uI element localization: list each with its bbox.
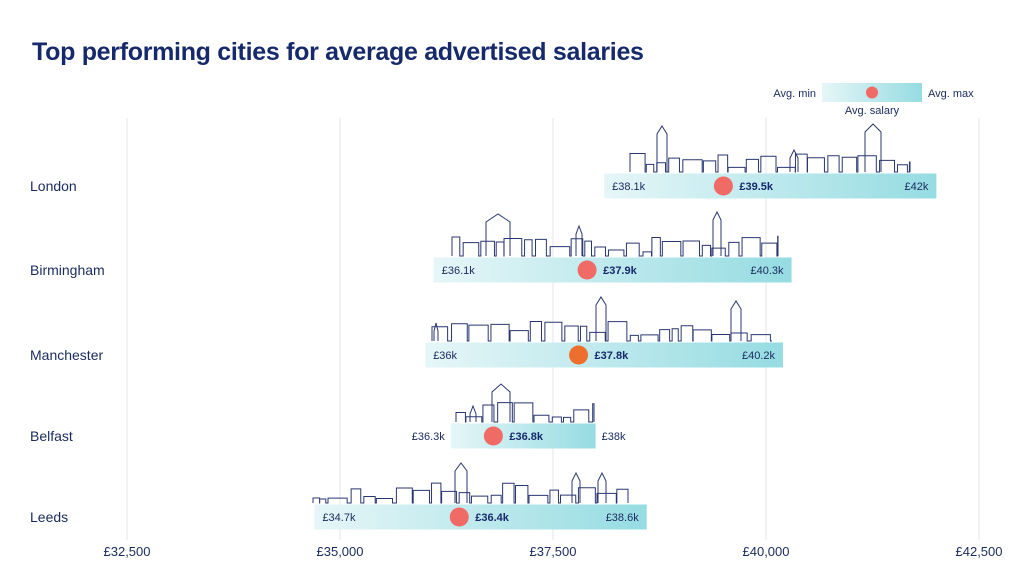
avg-salary-marker	[483, 426, 503, 446]
max-value-label: £40.3k	[751, 265, 785, 277]
x-tick-label: £40,000	[743, 544, 790, 559]
city-label: Manchester	[30, 347, 103, 363]
skyline-landmark	[469, 404, 477, 422]
range-bar	[433, 257, 792, 283]
range-bars: London £38.1k £42k £39.5k Birmingham £36.1k £4…	[30, 173, 937, 530]
min-value-label: £36k	[433, 350, 457, 362]
legend: Avg. min Avg. max Avg. salary	[773, 83, 974, 117]
legend-marker	[866, 86, 878, 99]
skyline-landmark	[656, 125, 668, 172]
skyline-landmark	[454, 462, 468, 503]
legend-avg-label: Avg. salary	[845, 105, 900, 117]
skyline-outline	[431, 321, 772, 342]
skyline-landmark	[491, 383, 511, 422]
skyline-landmark	[864, 123, 882, 172]
legend-max-label: Avg. max	[928, 88, 974, 100]
avg-value-label: £39.5k	[739, 181, 774, 193]
max-value-label: £38.6k	[606, 512, 640, 524]
x-axis-ticks: £32,500 £35,000 £37,500 £40,000 £42,500	[104, 544, 1003, 559]
skyline-landmark	[571, 471, 581, 503]
chart-title: Top performing cities for average advert…	[32, 38, 644, 66]
range-row-london: London £38.1k £42k £39.5k	[30, 173, 937, 199]
x-tick-label: £37,500	[530, 544, 577, 559]
x-tick-label: £35,000	[317, 544, 364, 559]
skyline-landmark	[433, 322, 439, 341]
range-bar	[425, 342, 784, 368]
skyline-landmark	[575, 224, 583, 256]
range-bar	[604, 173, 937, 199]
range-bar	[450, 423, 596, 449]
city-label: Birmingham	[30, 262, 105, 278]
range-row-belfast: Belfast £36.3k £38k £36.8k	[30, 423, 626, 449]
city-label: Leeds	[30, 509, 68, 525]
range-row-leeds: Leeds £34.7k £38.6k £36.4k	[30, 504, 647, 530]
skyline-illustrations	[312, 123, 911, 504]
skyline-landmark	[789, 148, 799, 172]
skyline-outline	[629, 153, 911, 173]
min-value-label: £36.1k	[442, 265, 476, 277]
x-tick-label: £42,500	[956, 544, 1003, 559]
skyline-landmark	[595, 296, 607, 341]
avg-value-label: £37.9k	[603, 265, 638, 277]
max-value-label: £40.2k	[742, 350, 776, 362]
skyline-landmark	[485, 213, 511, 256]
min-value-label: £38.1k	[612, 181, 646, 193]
legend-min-label: Avg. min	[773, 88, 816, 100]
skyline-landmark	[597, 471, 607, 503]
skyline-outline	[455, 402, 595, 423]
x-tick-label: £32,500	[104, 544, 151, 559]
skyline-landmark	[712, 210, 722, 256]
avg-salary-marker	[449, 507, 469, 527]
avg-salary-marker	[577, 260, 597, 280]
max-value-label: £42k	[905, 181, 929, 193]
range-bar	[314, 504, 647, 530]
avg-value-label: £36.8k	[509, 431, 544, 443]
city-label: London	[30, 178, 77, 194]
range-row-manchester: Manchester £36k £40.2k £37.8k	[30, 342, 784, 368]
avg-salary-marker	[713, 176, 733, 196]
avg-salary-marker	[569, 345, 589, 365]
skyline-landmark	[730, 300, 742, 341]
city-label: Belfast	[30, 428, 73, 444]
range-row-birmingham: Birmingham £36.1k £40.3k £37.9k	[30, 257, 792, 283]
min-value-label: £34.7k	[322, 512, 356, 524]
avg-value-label: £36.4k	[475, 512, 510, 524]
avg-value-label: £37.8k	[595, 350, 630, 362]
skyline-outline	[451, 235, 779, 257]
min-value-label: £36.3k	[412, 431, 446, 443]
skyline-outline	[312, 482, 629, 504]
max-value-label: £38k	[602, 431, 626, 443]
